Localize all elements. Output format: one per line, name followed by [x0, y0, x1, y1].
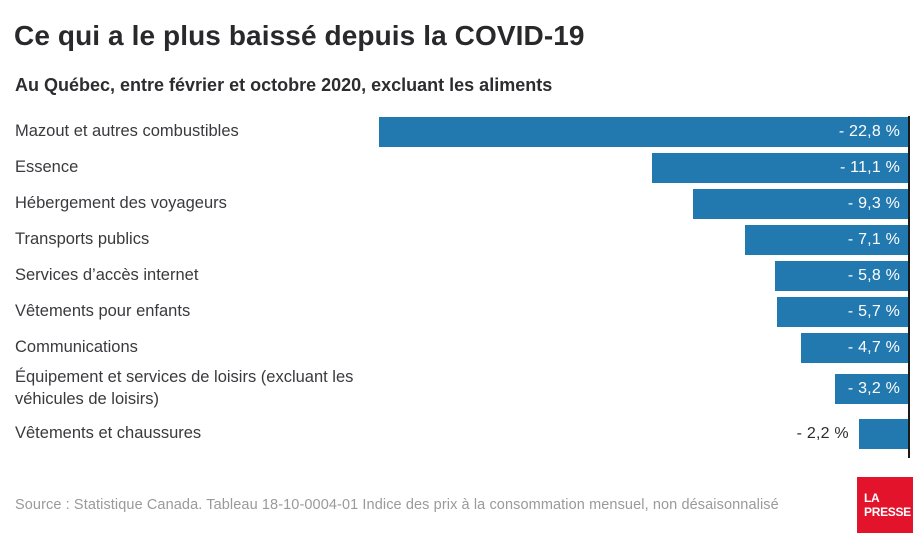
chart-row: Communications - 4,7 % — [0, 330, 924, 366]
category-label: Vêtements et chaussures — [15, 423, 202, 442]
bar-value-label: - 3,2 % — [847, 380, 900, 397]
chart-row: Transports publics - 7,1 % — [0, 222, 924, 258]
bar-value-label: - 4,7 % — [847, 339, 900, 356]
bar: - 3,2 % — [835, 374, 910, 404]
chart-row: Hébergement des voyageurs - 9,3 % — [0, 186, 924, 222]
bar-value-label: - 11,1 % — [840, 159, 900, 176]
bar-value-label: - 7,1 % — [847, 231, 900, 248]
chart-row: Mazout et autres combustibles - 22,8 % — [0, 114, 924, 150]
category-label: Transports publics — [15, 230, 150, 249]
bar-value-label: - 5,8 % — [847, 267, 900, 284]
bar: - 22,8 % — [379, 117, 910, 147]
page-title: Ce qui a le plus baissé depuis la COVID-… — [14, 20, 585, 51]
bar-chart: Mazout et autres combustibles - 22,8 % E… — [0, 114, 924, 455]
bar-value-label: - 22,8 % — [838, 123, 900, 140]
chart-row: Services d’accès internet - 5,8 % — [0, 258, 924, 294]
category-label: Équipement et services de loisirs (exclu… — [15, 368, 354, 408]
bar: - 4,7 % — [800, 333, 910, 363]
bar: - 9,3 % — [693, 189, 910, 219]
category-label: Mazout et autres combustibles — [15, 122, 239, 141]
chart-row: Équipement et services de loisirs (exclu… — [0, 366, 924, 412]
category-label: Services d’accès internet — [15, 266, 199, 285]
bar: - 7,1 % — [744, 225, 910, 255]
bar: - 5,7 % — [777, 297, 910, 327]
category-label: Communications — [15, 338, 138, 357]
bar-value-label: - 5,7 % — [847, 303, 900, 320]
chart-row: Essence - 11,1 % — [0, 150, 924, 186]
chart-row: Vêtements et chaussures - 2,2 % — [0, 412, 924, 455]
logo-line1: LA — [864, 491, 880, 506]
category-label: Hébergement des voyageurs — [15, 194, 227, 213]
chart-row: Vêtements pour enfants - 5,7 % — [0, 294, 924, 330]
source-note: Source : Statistique Canada. Tableau 18-… — [15, 497, 779, 513]
bar: - 11,1 % — [651, 153, 910, 183]
bar-value-label: - 2,2 % — [796, 424, 849, 442]
lapresse-logo: LA PRESSE — [857, 477, 913, 533]
page-subtitle: Au Québec, entre février et octobre 2020… — [15, 75, 553, 95]
bar: - 5,8 % — [774, 261, 910, 291]
category-label: Essence — [15, 158, 79, 177]
bar-value-label: - 9,3 % — [847, 195, 900, 212]
zero-axis-line — [908, 116, 910, 458]
category-label: Vêtements pour enfants — [15, 302, 191, 321]
logo-line2: PRESSE — [864, 505, 911, 519]
bar — [858, 418, 910, 449]
